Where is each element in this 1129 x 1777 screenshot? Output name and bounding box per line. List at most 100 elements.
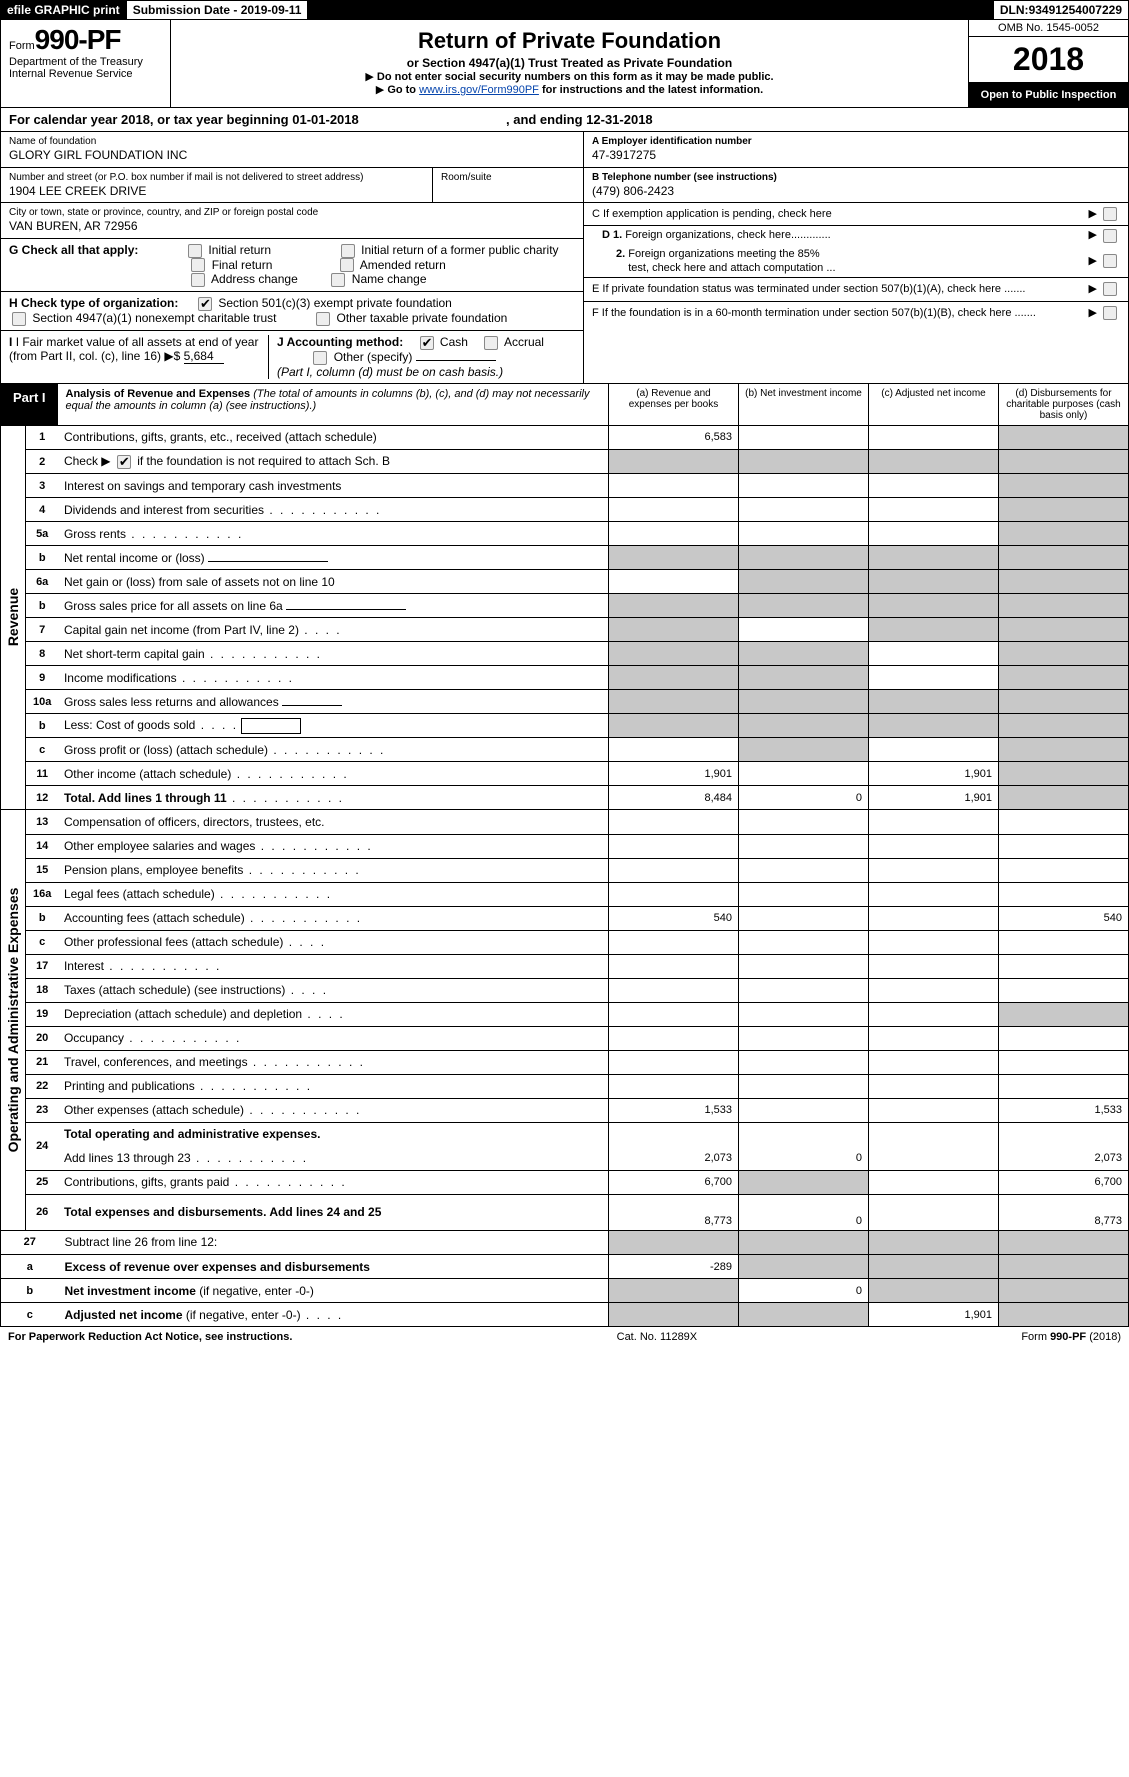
line-21: 21Travel, conferences, and meetings [26, 1050, 1129, 1074]
h-row: H Check type of organization: Section 50… [1, 292, 583, 331]
line-12: 12Total. Add lines 1 through 118,48401,9… [26, 786, 1129, 810]
line-16c: cOther professional fees (attach schedul… [26, 930, 1129, 954]
col-a-header: (a) Revenue and expenses per books [608, 384, 738, 425]
d-cell: D 1. Foreign organizations, check here..… [584, 226, 1128, 278]
open-inspection: Open to Public Inspection [969, 83, 1128, 107]
line-13: 13Compensation of officers, directors, t… [26, 810, 1129, 834]
checkbox-d1[interactable] [1103, 229, 1117, 243]
header-center: Return of Private Foundation or Section … [171, 20, 968, 107]
form-warning: ▶ Do not enter social security numbers o… [181, 70, 958, 83]
foundation-name: GLORY GIRL FOUNDATION INC [9, 148, 575, 164]
checkbox-initial-return[interactable] [188, 244, 202, 258]
checkbox-501c3[interactable] [198, 297, 212, 311]
dept-treasury: Department of the Treasury [9, 56, 162, 68]
line-27: 27Subtract line 26 from line 12: [1, 1231, 1129, 1255]
line-27-table: 27Subtract line 26 from line 12: aExcess… [0, 1231, 1129, 1328]
foundation-name-cell: Name of foundation GLORY GIRL FOUNDATION… [1, 132, 583, 168]
line-2: 2Check ▶ if the foundation is not requir… [26, 450, 1129, 474]
header-left: Form990-PF Department of the Treasury In… [1, 20, 171, 107]
line-22: 22Printing and publications [26, 1074, 1129, 1098]
line-5b: bNet rental income or (loss) [26, 546, 1129, 570]
phone-cell: B Telephone number (see instructions) (4… [584, 168, 1128, 204]
checkbox-exemption-pending[interactable] [1103, 207, 1117, 221]
checkbox-address-change[interactable] [191, 273, 205, 287]
irs-link[interactable]: www.irs.gov/Form990PF [419, 84, 539, 96]
header-right: OMB No. 1545-0052 2018 Open to Public In… [968, 20, 1128, 107]
checkbox-other-method[interactable] [313, 351, 327, 365]
revenue-section: Revenue 1Contributions, gifts, grants, e… [0, 426, 1129, 811]
city-cell: City or town, state or province, country… [1, 203, 583, 239]
part1-label: Part I [1, 384, 58, 425]
checkbox-cash[interactable] [420, 336, 434, 350]
line-15: 15Pension plans, employee benefits [26, 858, 1129, 882]
checkbox-other-taxable[interactable] [316, 312, 330, 326]
line-4: 4Dividends and interest from securities [26, 498, 1129, 522]
line-5a: 5aGross rents [26, 522, 1129, 546]
info-right: A Employer identification number 47-3917… [583, 132, 1128, 383]
phone-value: (479) 806-2423 [592, 184, 1120, 200]
line-24: 24Total operating and administrative exp… [26, 1122, 1129, 1146]
street-address: 1904 LEE CREEK DRIVE [9, 184, 424, 200]
line-27c: cAdjusted net income (if negative, enter… [1, 1303, 1129, 1327]
line-14: 14Other employee salaries and wages [26, 834, 1129, 858]
checkbox-amended-return[interactable] [340, 258, 354, 272]
checkbox-f[interactable] [1103, 306, 1117, 320]
city-state-zip: VAN BUREN, AR 72956 [9, 219, 575, 235]
footer-left: For Paperwork Reduction Act Notice, see … [8, 1331, 292, 1343]
form-subtitle: or Section 4947(a)(1) Trust Treated as P… [181, 56, 958, 70]
line-27a: aExcess of revenue over expenses and dis… [1, 1255, 1129, 1279]
checkbox-sch-b[interactable] [117, 455, 131, 469]
g-row: G Check all that apply: Initial return I… [1, 239, 583, 292]
f-cell: F If the foundation is in a 60-month ter… [584, 302, 1128, 383]
info-left: Name of foundation GLORY GIRL FOUNDATION… [1, 132, 583, 383]
footer-mid: Cat. No. 11289X [617, 1331, 698, 1343]
form-number: Form990-PF [9, 24, 162, 56]
form-header: Form990-PF Department of the Treasury In… [0, 20, 1129, 108]
e-cell: E If private foundation status was termi… [584, 278, 1128, 301]
page-footer: For Paperwork Reduction Act Notice, see … [0, 1327, 1129, 1347]
revenue-table: 1Contributions, gifts, grants, etc., rec… [25, 426, 1129, 811]
line-27b: bNet investment income (if negative, ent… [1, 1279, 1129, 1303]
line-20: 20Occupancy [26, 1026, 1129, 1050]
checkbox-accrual[interactable] [484, 336, 498, 350]
checkbox-name-change[interactable] [331, 273, 345, 287]
line-16b: bAccounting fees (attach schedule)540540 [26, 906, 1129, 930]
checkbox-final-return[interactable] [191, 258, 205, 272]
checkbox-d2[interactable] [1103, 254, 1117, 268]
omb-number: OMB No. 1545-0052 [969, 20, 1128, 37]
line-10c: cGross profit or (loss) (attach schedule… [26, 738, 1129, 762]
room-cell: Room/suite [433, 168, 583, 203]
checkbox-e[interactable] [1103, 282, 1117, 296]
checkbox-initial-former[interactable] [341, 244, 355, 258]
line-24b: Add lines 13 through 232,07302,073 [26, 1146, 1129, 1170]
line-1: 1Contributions, gifts, grants, etc., rec… [26, 426, 1129, 450]
l1-a: 6,583 [609, 426, 739, 450]
irs-label: Internal Revenue Service [9, 68, 162, 80]
i-j-row: I I Fair market value of all assets at e… [1, 331, 583, 383]
line-19: 19Depreciation (attach schedule) and dep… [26, 1002, 1129, 1026]
line-10b: bLess: Cost of goods sold [26, 714, 1129, 738]
line-6a: 6aNet gain or (loss) from sale of assets… [26, 570, 1129, 594]
dln: DLN: 93491254007229 [994, 1, 1128, 19]
part1-header: Part I Analysis of Revenue and Expenses … [0, 384, 1129, 426]
line-9: 9Income modifications [26, 666, 1129, 690]
column-headers: (a) Revenue and expenses per books (b) N… [608, 384, 1128, 425]
line-11: 11Other income (attach schedule)1,9011,9… [26, 762, 1129, 786]
checkbox-4947a1[interactable] [12, 312, 26, 326]
revenue-side-label: Revenue [0, 426, 25, 811]
line-23: 23Other expenses (attach schedule)1,5331… [26, 1098, 1129, 1122]
line-7: 7Capital gain net income (from Part IV, … [26, 618, 1129, 642]
part1-desc: Analysis of Revenue and Expenses (The to… [58, 384, 608, 425]
top-bar: efile GRAPHIC print Submission Date - 20… [0, 0, 1129, 20]
footer-right: Form 990-PF (2018) [1021, 1331, 1121, 1343]
col-c-header: (c) Adjusted net income [868, 384, 998, 425]
c-cell: C If exemption application is pending, c… [584, 203, 1128, 226]
efile-label: efile GRAPHIC print [1, 1, 127, 19]
topbar-spacer [308, 1, 993, 19]
address-row: Number and street (or P.O. box number if… [1, 168, 583, 204]
i-cell: I I Fair market value of all assets at e… [9, 335, 269, 379]
form-title: Return of Private Foundation [181, 28, 958, 54]
line-18: 18Taxes (attach schedule) (see instructi… [26, 978, 1129, 1002]
submission-date: Submission Date - 2019-09-11 [127, 1, 309, 19]
info-block: Name of foundation GLORY GIRL FOUNDATION… [0, 132, 1129, 384]
